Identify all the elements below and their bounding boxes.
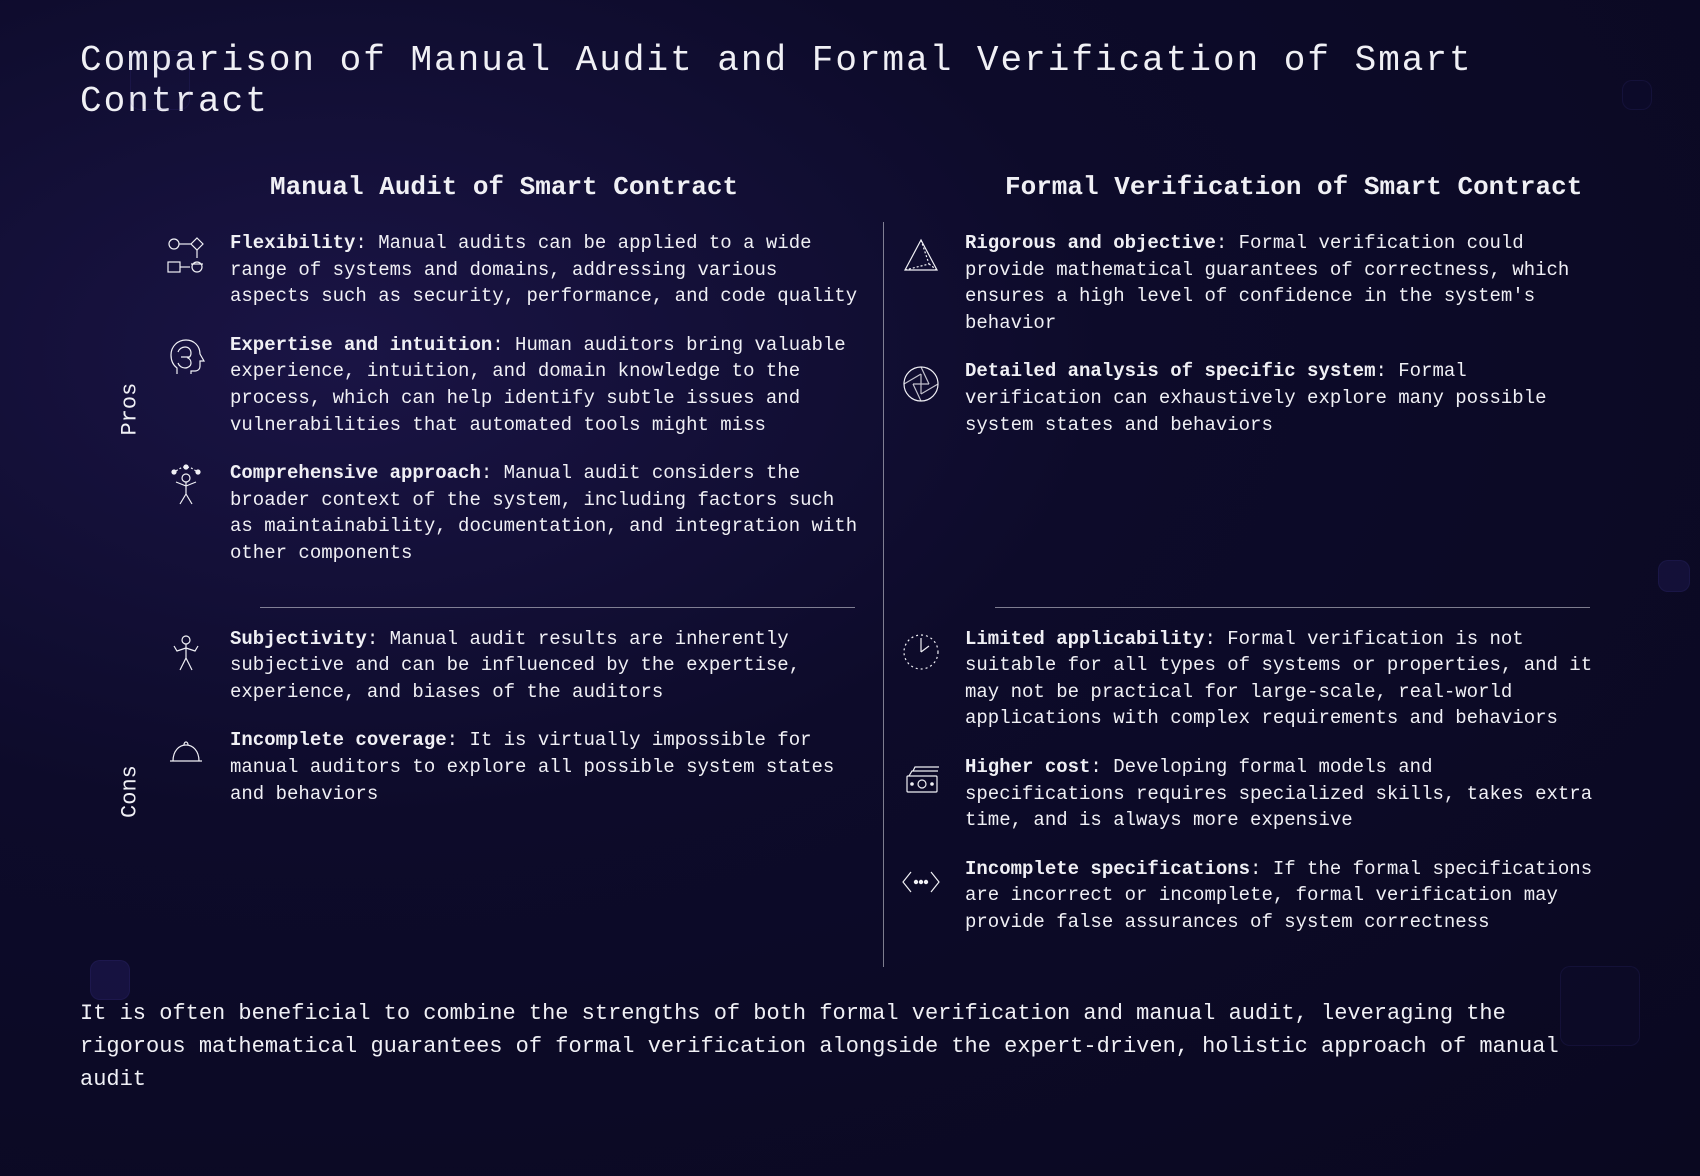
item-bold-label: Higher cost — [965, 756, 1090, 778]
comparison-item: Rigorous and objective: Formal verificat… — [895, 230, 1600, 336]
item-bold-label: Comprehensive approach — [230, 462, 481, 484]
shrug-person-icon — [160, 626, 212, 678]
comparison-grid: Manual Audit of Smart Contract Formal Ve… — [100, 162, 1630, 967]
horizontal-divider — [995, 607, 1590, 608]
item-text: Higher cost: Developing formal models an… — [965, 754, 1600, 834]
comparison-item: Flexibility: Manual audits can be applie… — [160, 230, 865, 310]
horizontal-divider — [260, 607, 855, 608]
item-bold-label: Subjectivity — [230, 628, 367, 650]
comparison-item: Subjectivity: Manual audit results are i… — [160, 626, 865, 706]
item-text: Rigorous and objective: Formal verificat… — [965, 230, 1600, 336]
comparison-item: Limited applicability: Formal verificati… — [895, 626, 1600, 732]
column-header-manual: Manual Audit of Smart Contract — [160, 162, 895, 220]
row-label-cons: Cons — [100, 616, 160, 968]
item-bold-label: Rigorous and objective — [965, 232, 1216, 254]
clock-dotted-icon — [895, 626, 947, 678]
comparison-item: Comprehensive approach: Manual audit con… — [160, 460, 865, 566]
item-bold-label: Detailed analysis of specific system — [965, 360, 1375, 382]
cell-manual-cons: Subjectivity: Manual audit results are i… — [160, 616, 895, 968]
bg-decoration — [1622, 80, 1652, 110]
item-text: Incomplete specifications: If the formal… — [965, 856, 1600, 936]
item-bold-label: Flexibility — [230, 232, 355, 254]
bg-decoration — [1560, 966, 1640, 1046]
item-text: Flexibility: Manual audits can be applie… — [230, 230, 865, 310]
comparison-item: Higher cost: Developing formal models an… — [895, 754, 1600, 834]
bg-decoration — [1658, 560, 1690, 592]
cell-formal-cons: Limited applicability: Formal verificati… — [895, 616, 1630, 968]
flowchart-icon — [160, 230, 212, 282]
bg-decoration — [130, 50, 190, 110]
item-bold-label: Expertise and intuition — [230, 334, 492, 356]
brain-head-icon — [160, 332, 212, 384]
money-stack-icon — [895, 754, 947, 806]
item-text: Limited applicability: Formal verificati… — [965, 626, 1600, 732]
comparison-item: Incomplete specifications: If the formal… — [895, 856, 1600, 936]
item-bold-label: Incomplete coverage — [230, 729, 447, 751]
juggler-icon — [160, 460, 212, 512]
item-text: Detailed analysis of specific system: Fo… — [965, 358, 1600, 438]
comparison-item: Incomplete coverage: It is virtually imp… — [160, 727, 865, 807]
item-bold-label: Limited applicability — [965, 628, 1204, 650]
comparison-item: Detailed analysis of specific system: Fo… — [895, 358, 1600, 438]
cell-formal-pros: Rigorous and objective: Formal verificat… — [895, 220, 1630, 599]
item-text: Subjectivity: Manual audit results are i… — [230, 626, 865, 706]
item-text: Comprehensive approach: Manual audit con… — [230, 460, 865, 566]
row-label-pros: Pros — [100, 220, 160, 599]
page-title: Comparison of Manual Audit and Formal Ve… — [70, 40, 1630, 122]
conclusion-text: It is often beneficial to combine the st… — [70, 997, 1630, 1096]
cell-manual-pros: Flexibility: Manual audits can be applie… — [160, 220, 895, 599]
item-text: Incomplete coverage: It is virtually imp… — [230, 727, 865, 807]
code-ellipsis-icon — [895, 856, 947, 908]
column-header-formal: Formal Verification of Smart Contract — [895, 162, 1630, 220]
cloche-icon — [160, 727, 212, 779]
item-text: Expertise and intuition: Human auditors … — [230, 332, 865, 438]
aperture-icon — [895, 358, 947, 410]
pyramid-icon — [895, 230, 947, 282]
item-bold-label: Incomplete specifications — [965, 858, 1250, 880]
comparison-item: Expertise and intuition: Human auditors … — [160, 332, 865, 438]
